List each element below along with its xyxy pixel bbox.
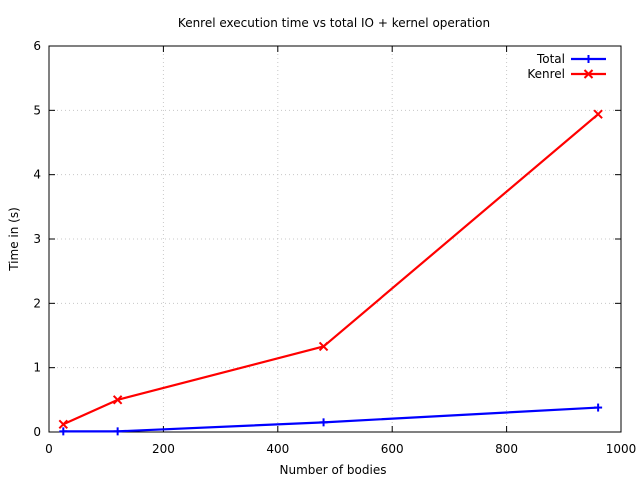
legend-item-kenrel: Kenrel	[527, 67, 606, 81]
series-total	[59, 403, 603, 436]
data-point-kenrel	[318, 341, 329, 352]
x-tick-label: 800	[495, 442, 518, 456]
series-kenrel	[58, 109, 603, 429]
series-line-total	[63, 406, 599, 433]
legend-label-kenrel: Kenrel	[527, 67, 565, 81]
x-tick-label: 200	[152, 442, 175, 456]
data-point-total	[59, 427, 68, 436]
legend-item-total: Total	[536, 52, 606, 66]
series-line-kenrel	[62, 113, 599, 426]
legend-label-total: Total	[536, 52, 565, 66]
y-tick-label: 5	[33, 103, 41, 117]
x-tick-label: 0	[45, 442, 53, 456]
y-axis: 0 1 2 3 4 5 6	[33, 39, 621, 439]
legend-marker-total	[584, 55, 593, 63]
y-tick-label: 6	[33, 39, 41, 53]
data-point-kenrel-d2	[112, 395, 123, 405]
y-axis-label: Time in (s)	[7, 207, 21, 272]
x-tick-label: 1000	[606, 442, 637, 456]
legend-marker-kenrel	[583, 69, 594, 79]
plot-border	[48, 45, 622, 433]
plot-frame	[48, 45, 622, 433]
data-point-total	[319, 418, 328, 427]
data-point-kenrel-d2	[318, 341, 329, 352]
x-axis: 0 200 400 600 800 1000	[45, 46, 636, 456]
data-point-kenrel	[58, 419, 69, 429]
y-tick-label: 1	[33, 361, 41, 375]
data-point-total	[594, 403, 603, 412]
grid-lines	[49, 46, 621, 432]
data-point-total	[113, 427, 122, 436]
y-tick-label: 2	[33, 296, 41, 310]
data-point-kenrel	[593, 109, 603, 119]
y-tick-label: 3	[33, 232, 41, 246]
x-axis-label: Number of bodies	[280, 463, 387, 477]
legend-marker-kenrel-d2	[583, 69, 594, 79]
data-point-kenrel	[112, 395, 123, 405]
series-group	[58, 109, 603, 436]
data-point-kenrel-d2	[58, 419, 69, 429]
x-tick-label: 600	[381, 442, 404, 456]
y-tick-label: 4	[33, 168, 41, 182]
x-tick-label: 400	[266, 442, 289, 456]
y-tick-label: 0	[33, 425, 41, 439]
data-point-kenrel-d2	[593, 109, 603, 119]
chart-title: Kenrel execution time vs total IO + kern…	[178, 16, 490, 30]
